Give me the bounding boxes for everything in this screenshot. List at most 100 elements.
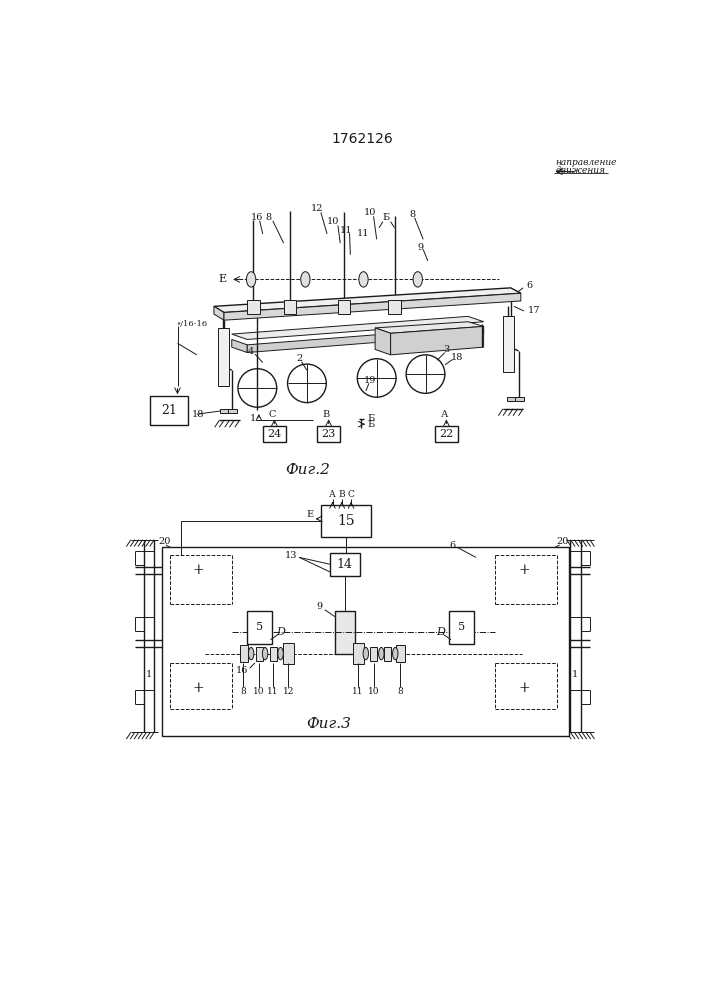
Text: 4: 4 bbox=[248, 347, 255, 356]
Bar bbox=[247, 300, 259, 314]
Ellipse shape bbox=[392, 647, 398, 660]
Circle shape bbox=[406, 355, 445, 393]
Text: ∘/16-16: ∘/16-16 bbox=[176, 320, 207, 328]
Text: 11: 11 bbox=[267, 687, 279, 696]
Bar bbox=[162, 547, 569, 736]
Circle shape bbox=[357, 359, 396, 397]
Polygon shape bbox=[232, 339, 247, 353]
Ellipse shape bbox=[247, 272, 256, 287]
Bar bbox=[256, 647, 263, 661]
Ellipse shape bbox=[363, 647, 368, 660]
Text: Е: Е bbox=[218, 274, 226, 284]
Text: Б: Б bbox=[368, 420, 375, 429]
Polygon shape bbox=[247, 326, 484, 353]
Text: направление: направление bbox=[556, 158, 617, 167]
Text: 18: 18 bbox=[192, 410, 204, 419]
Bar bbox=[515, 397, 524, 401]
Bar bbox=[503, 316, 514, 372]
Text: 21: 21 bbox=[161, 404, 177, 417]
Bar bbox=[338, 300, 351, 314]
Text: 9: 9 bbox=[316, 602, 322, 611]
Bar bbox=[449, 611, 474, 644]
Text: 8: 8 bbox=[397, 687, 403, 696]
Text: Фиг.3: Фиг.3 bbox=[306, 717, 351, 731]
Circle shape bbox=[288, 364, 327, 403]
Text: Б: Б bbox=[368, 414, 375, 423]
Ellipse shape bbox=[300, 272, 310, 287]
Text: +: + bbox=[518, 563, 530, 577]
Text: 14: 14 bbox=[337, 558, 353, 571]
Polygon shape bbox=[375, 328, 391, 355]
Bar bbox=[507, 397, 516, 401]
Text: +: + bbox=[518, 681, 530, 695]
Ellipse shape bbox=[262, 647, 268, 660]
Bar bbox=[317, 426, 340, 442]
Bar bbox=[228, 409, 237, 413]
Text: 1762126: 1762126 bbox=[331, 132, 393, 146]
Text: 5: 5 bbox=[256, 622, 263, 632]
Polygon shape bbox=[214, 288, 521, 312]
Text: 11: 11 bbox=[357, 229, 370, 238]
Ellipse shape bbox=[413, 272, 422, 287]
Text: 22: 22 bbox=[439, 429, 454, 439]
Bar bbox=[247, 611, 272, 644]
Text: 1: 1 bbox=[572, 670, 578, 679]
Text: 10: 10 bbox=[253, 687, 264, 696]
Text: D: D bbox=[276, 627, 285, 637]
Text: 16: 16 bbox=[235, 666, 248, 675]
Text: 6: 6 bbox=[526, 281, 532, 290]
Text: D: D bbox=[436, 627, 445, 637]
Text: 15: 15 bbox=[337, 514, 354, 528]
Text: 2: 2 bbox=[296, 354, 303, 363]
Text: Е: Е bbox=[307, 510, 314, 519]
Text: 20: 20 bbox=[158, 537, 170, 546]
Bar bbox=[435, 426, 458, 442]
Text: 12: 12 bbox=[283, 687, 294, 696]
Text: В: В bbox=[339, 490, 345, 499]
Polygon shape bbox=[232, 316, 484, 339]
Text: Б: Б bbox=[382, 213, 390, 222]
Circle shape bbox=[238, 369, 276, 407]
Bar bbox=[353, 643, 363, 664]
Text: 10: 10 bbox=[368, 687, 380, 696]
Text: А: А bbox=[329, 490, 336, 499]
Bar bbox=[396, 645, 404, 662]
Bar bbox=[321, 505, 371, 537]
Text: +: + bbox=[192, 563, 204, 577]
Text: 12: 12 bbox=[311, 204, 323, 213]
Text: 11: 11 bbox=[340, 226, 353, 235]
Text: 1: 1 bbox=[250, 414, 256, 423]
Bar bbox=[218, 328, 228, 386]
Polygon shape bbox=[375, 322, 484, 333]
Text: 23: 23 bbox=[322, 429, 336, 439]
Text: 1: 1 bbox=[146, 670, 152, 679]
Bar bbox=[284, 300, 296, 314]
Polygon shape bbox=[224, 293, 521, 320]
Text: С: С bbox=[348, 490, 354, 499]
Text: +: + bbox=[192, 681, 204, 695]
Text: 24: 24 bbox=[267, 429, 281, 439]
Bar bbox=[220, 409, 230, 413]
Text: В: В bbox=[322, 410, 330, 419]
Bar bbox=[370, 647, 378, 661]
Text: С: С bbox=[269, 410, 276, 419]
Text: 18: 18 bbox=[451, 353, 464, 362]
Text: 3: 3 bbox=[443, 345, 450, 354]
Text: 13: 13 bbox=[285, 551, 298, 560]
Text: 9: 9 bbox=[417, 243, 423, 252]
Bar bbox=[335, 611, 355, 654]
Text: 5: 5 bbox=[457, 622, 464, 632]
Ellipse shape bbox=[359, 272, 368, 287]
Bar bbox=[151, 396, 187, 425]
Text: движения: движения bbox=[556, 166, 606, 175]
Text: 10: 10 bbox=[363, 208, 376, 217]
Text: 19: 19 bbox=[364, 376, 377, 385]
Text: 8: 8 bbox=[240, 687, 246, 696]
Bar bbox=[388, 300, 401, 314]
Polygon shape bbox=[214, 306, 224, 320]
Polygon shape bbox=[391, 326, 484, 355]
Text: 8: 8 bbox=[409, 210, 416, 219]
Bar bbox=[270, 647, 276, 661]
Ellipse shape bbox=[379, 647, 384, 660]
Text: 20: 20 bbox=[556, 537, 569, 546]
